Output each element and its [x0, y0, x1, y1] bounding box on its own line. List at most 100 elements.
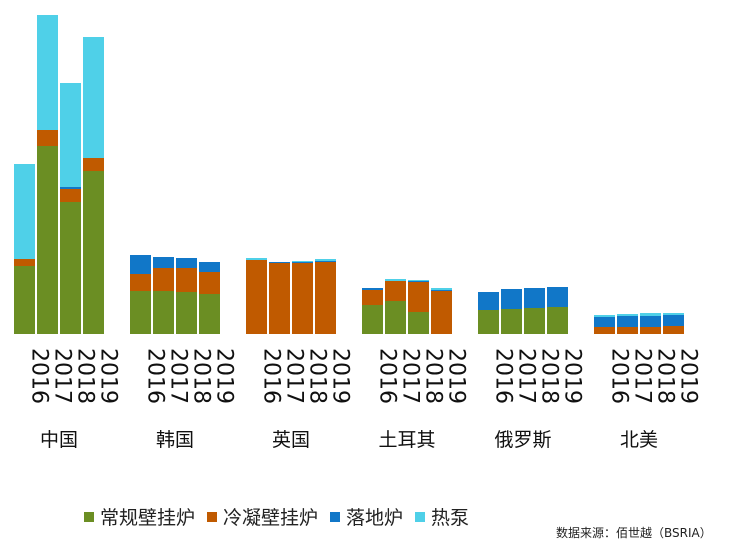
group-label: 北美	[620, 429, 658, 451]
legend-swatch	[415, 511, 426, 522]
bar-segment	[663, 313, 684, 315]
bar-segment	[37, 146, 58, 334]
legend-swatch	[330, 511, 341, 522]
year-tick-label: 2018	[73, 348, 98, 404]
bar-segment	[408, 282, 429, 312]
year-tick-label: 2017	[50, 348, 75, 404]
year-tick-label: 2018	[653, 348, 678, 404]
year-tick-label: 2017	[398, 348, 423, 404]
bar-segment	[37, 130, 58, 146]
bar-segment	[199, 262, 220, 272]
bar-segment	[60, 189, 81, 202]
bar-segment	[362, 288, 383, 290]
bar-segment	[663, 326, 684, 334]
bar-segment	[594, 327, 615, 334]
legend: 常规壁挂炉 冷凝壁挂炉 落地炉 热泵	[84, 503, 481, 530]
bar-segment	[292, 263, 313, 334]
bar-segment	[362, 290, 383, 305]
bar-segment	[14, 164, 35, 259]
year-tick-label: 2016	[259, 348, 284, 404]
group-label: 俄罗斯	[494, 429, 551, 451]
year-tick-label: 2018	[305, 348, 330, 404]
bar-segment	[547, 287, 568, 307]
bar-segment	[37, 15, 58, 130]
year-tick-label: 2019	[444, 348, 469, 404]
bar-segment	[478, 292, 499, 310]
legend-label: 冷凝壁挂炉	[223, 507, 319, 529]
bar-segment	[617, 314, 638, 316]
bar-segment	[385, 281, 406, 301]
group-label: 英国	[272, 429, 310, 451]
bar-segment	[617, 327, 638, 334]
bar-segment	[83, 158, 104, 171]
bar-segment	[14, 259, 35, 266]
bar-segment	[130, 291, 151, 334]
year-tick-label: 2016	[607, 348, 632, 404]
year-tick-label: 2016	[143, 348, 168, 404]
year-tick-label: 2018	[189, 348, 214, 404]
year-tick-label: 2017	[630, 348, 655, 404]
group-label: 韩国	[156, 429, 194, 451]
bar-segment	[663, 315, 684, 326]
year-tick-label: 2018	[537, 348, 562, 404]
bar-segment	[385, 279, 406, 281]
bar-segment	[640, 313, 661, 316]
year-tick-label: 2019	[560, 348, 585, 404]
bar-segment	[60, 202, 81, 334]
bar-segment	[594, 317, 615, 327]
bar-segment	[478, 310, 499, 334]
bar-segment	[501, 289, 522, 309]
year-tick-label: 2019	[676, 348, 701, 404]
year-tick-label: 2017	[282, 348, 307, 404]
bar-segment	[408, 312, 429, 334]
legend-item-heat-pump: 热泵	[415, 503, 469, 530]
year-tick-label: 2016	[375, 348, 400, 404]
bar-segment	[269, 263, 290, 334]
year-tick-label: 2019	[212, 348, 237, 404]
bar-segment	[199, 272, 220, 294]
year-tick-label: 2016	[27, 348, 52, 404]
bar-segment	[315, 261, 336, 262]
bar-segment	[501, 309, 522, 334]
legend-item-condensing: 冷凝壁挂炉	[207, 503, 318, 530]
bar-segment	[594, 315, 615, 317]
bar-segment	[153, 257, 174, 268]
year-tick-label: 2017	[166, 348, 191, 404]
bar-segment	[60, 83, 81, 187]
bar-segment	[617, 316, 638, 327]
bar-segment	[362, 305, 383, 334]
legend-label: 落地炉	[346, 507, 404, 529]
bar-segment	[199, 294, 220, 334]
bar-segment	[83, 37, 104, 158]
year-tick-label: 2018	[421, 348, 446, 404]
bar-segment	[246, 260, 267, 334]
bar-segment	[153, 268, 174, 291]
legend-label: 常规壁挂炉	[100, 507, 196, 529]
bar-segment	[408, 280, 429, 281]
bar-segment	[83, 171, 104, 334]
legend-swatch	[84, 511, 94, 522]
legend-swatch	[207, 511, 218, 522]
bar-segment	[315, 259, 336, 261]
bar-segment	[547, 307, 568, 334]
source-note: 数据来源：佰世越（BSRIA）	[556, 526, 712, 540]
bar-segment	[315, 262, 336, 334]
bar-segment	[385, 301, 406, 334]
bar-segment	[431, 291, 452, 334]
bar-segment	[176, 258, 197, 268]
year-tick-label: 2017	[514, 348, 539, 404]
bar-segment	[60, 187, 81, 189]
bar-segment	[269, 262, 290, 263]
bar-segment	[431, 288, 452, 290]
legend-item-conventional: 常规壁挂炉	[84, 503, 195, 530]
bar-segment	[640, 327, 661, 334]
bar-segment	[640, 316, 661, 327]
bar-segment	[524, 288, 545, 308]
bar-segment	[431, 290, 452, 291]
bar-segment	[408, 281, 429, 282]
bar-segment	[176, 292, 197, 334]
year-tick-label: 2016	[491, 348, 516, 404]
group-label: 中国	[40, 429, 78, 451]
bar-segment	[292, 261, 313, 262]
